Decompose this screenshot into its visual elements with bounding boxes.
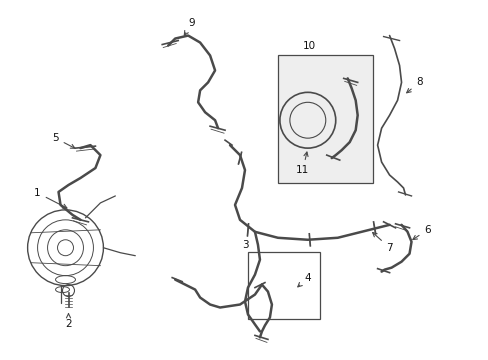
Bar <box>247 252 319 319</box>
Text: 3: 3 <box>241 240 248 250</box>
Text: 1: 1 <box>34 188 67 208</box>
Text: 8: 8 <box>406 77 422 93</box>
Text: 2: 2 <box>65 314 72 329</box>
Text: 6: 6 <box>412 225 430 239</box>
Bar <box>277 55 372 183</box>
Text: 10: 10 <box>303 41 316 50</box>
Text: 4: 4 <box>297 273 310 287</box>
Text: 9: 9 <box>184 18 195 35</box>
Text: 5: 5 <box>52 133 75 148</box>
Text: 7: 7 <box>372 233 392 253</box>
Text: 11: 11 <box>296 152 309 175</box>
